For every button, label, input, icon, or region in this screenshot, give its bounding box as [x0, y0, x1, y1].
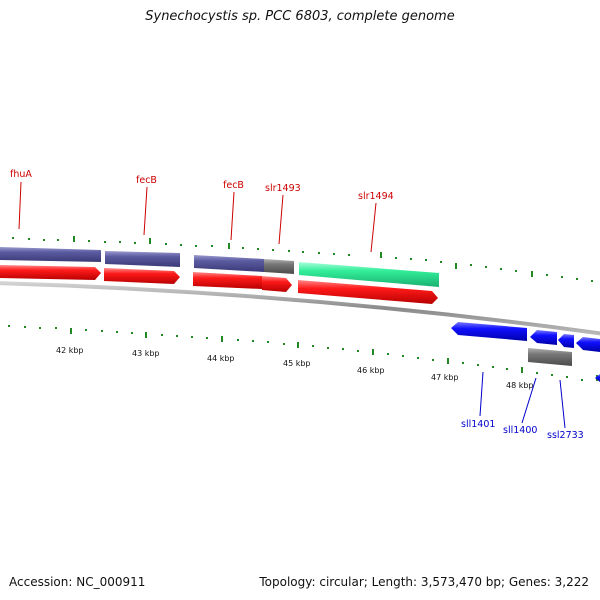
outer-tick-marks [12, 236, 593, 282]
forward-gene-labels: fhuA fecB fecB slr1493 slr1494 [10, 169, 394, 253]
genome-summary-text: Topology: circular; Length: 3,573,470 bp… [259, 575, 589, 589]
reverse-cds-arrow[interactable] [451, 322, 527, 341]
gene-feature[interactable] [0, 247, 101, 262]
forward-cds-arrow[interactable] [0, 265, 101, 280]
gene-label-fecB[interactable]: fecB [223, 180, 244, 191]
forward-cds-arrow[interactable] [104, 268, 180, 284]
gene-feature[interactable] [194, 255, 264, 272]
reverse-cds-arrow[interactable] [595, 374, 600, 382]
label-leader-line [370, 202, 377, 253]
genome-title: Synechocystis sp. PCC 6803, complete gen… [145, 9, 455, 24]
label-leader-line [559, 379, 566, 429]
gene-label-fhuA[interactable]: fhuA [10, 169, 32, 180]
kbp-label: 46 kbp [357, 366, 385, 375]
gene-label-sll1400[interactable]: sll1400 [503, 425, 537, 436]
gene-feature-highlight[interactable] [299, 262, 439, 287]
gene-label-slr1493[interactable]: slr1493 [265, 183, 301, 194]
rna-feature[interactable] [528, 348, 572, 366]
kbp-label: 42 kbp [56, 346, 84, 355]
gene-label-sll1401[interactable]: sll1401 [461, 419, 495, 430]
rna-feature[interactable] [264, 259, 294, 274]
reverse-cds-arrow[interactable] [576, 337, 600, 352]
reverse-gene-labels: sll1401 sll1400 ssl2733 [461, 371, 584, 441]
label-leader-line [230, 191, 235, 241]
label-leader-line [278, 194, 284, 245]
forward-cds-arrow[interactable] [262, 276, 292, 292]
reverse-cds-track [451, 322, 600, 382]
kbp-label: 47 kbp [431, 373, 459, 382]
kbp-label: 44 kbp [207, 354, 235, 363]
gene-label-fecB[interactable]: fecB [136, 175, 157, 186]
kbp-label: 48 kbp [506, 381, 534, 390]
reverse-cds-arrow[interactable] [558, 334, 574, 348]
label-leader-line [521, 377, 537, 424]
accession-text: Accession: NC_000911 [9, 575, 146, 589]
kbp-label: 45 kbp [283, 359, 311, 368]
forward-cds-track [0, 265, 438, 304]
label-leader-line [479, 371, 484, 417]
forward-cds-arrow[interactable] [298, 280, 438, 304]
gene-label-slr1494[interactable]: slr1494 [358, 191, 394, 202]
genome-backbone [0, 281, 600, 336]
reverse-cds-arrow[interactable] [530, 330, 557, 345]
label-leader-line [143, 186, 148, 236]
gene-label-ssl2733[interactable]: ssl2733 [547, 430, 584, 441]
inner-tick-marks [8, 325, 598, 381]
label-leader-line [18, 181, 22, 230]
kbp-label: 43 kbp [132, 349, 160, 358]
forward-cds-arrow[interactable] [193, 272, 262, 289]
gene-feature[interactable] [105, 251, 180, 267]
gene-track [0, 247, 439, 287]
